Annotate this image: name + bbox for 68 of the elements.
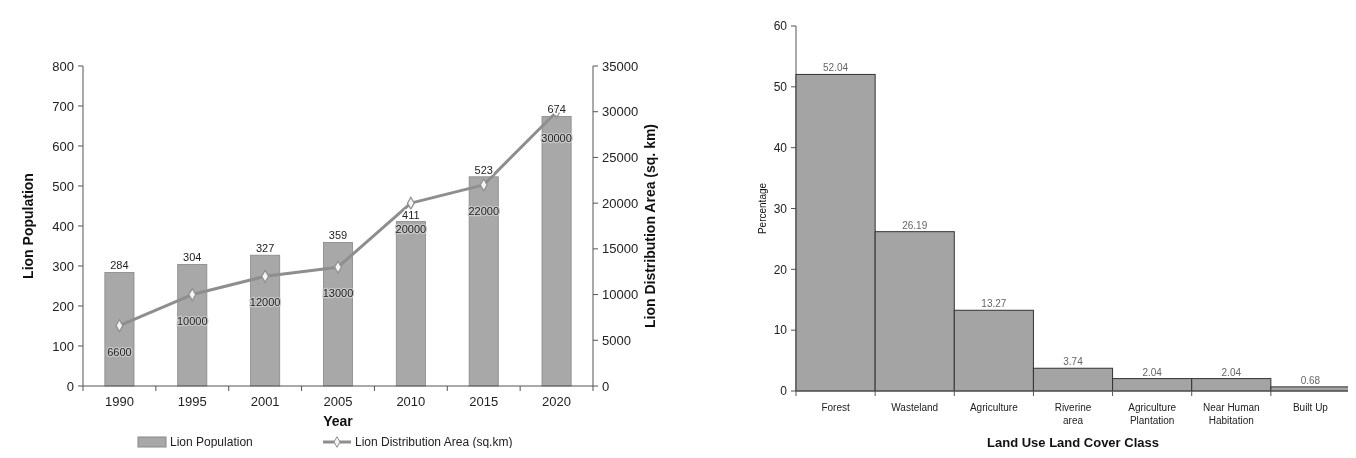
y2-tick-label: 35000 [602, 58, 639, 74]
legend-label: Lion Population [170, 435, 253, 450]
x-axis-title: Land Use Land Cover Class [987, 435, 1159, 450]
data-label: 20000 [395, 223, 427, 236]
y-tick-label: 40 [773, 140, 788, 155]
data-label: 2.04 [1142, 366, 1163, 378]
data-label: 284 [110, 259, 129, 272]
y2-tick-label: 30000 [602, 104, 639, 120]
x-tick-label: Near Human Habitation [1202, 402, 1260, 426]
y-tick-label: 10 [773, 323, 788, 338]
y2-tick-label: 25000 [602, 149, 639, 165]
y2-axis-title: Lion Distribution Area (sq. km) [642, 123, 658, 329]
y-tick-label: 200 [52, 298, 74, 314]
y2-tick-label: 10000 [602, 287, 639, 303]
data-label: 327 [255, 242, 275, 255]
x-tick-label: Agriculture Plantation [1128, 402, 1177, 426]
data-label: 2.04 [1221, 366, 1242, 378]
y-tick-label: 600 [52, 138, 74, 154]
x-tick-label: 2010 [396, 394, 426, 409]
bar [395, 221, 426, 387]
y-tick-label: 0 [66, 378, 74, 394]
data-label: 13000 [322, 287, 354, 300]
data-label: 0.68 [1300, 374, 1321, 386]
data-label: 6600 [107, 345, 132, 358]
x-tick-label: 2001 [250, 394, 280, 409]
x-tick-label: 2020 [542, 394, 572, 409]
data-label: 3.74 [1063, 356, 1084, 368]
x-tick-label: 2015 [469, 394, 499, 409]
x-tick-label: 1990 [104, 394, 134, 409]
x-tick-label: Forest [821, 402, 850, 413]
y2-tick-label: 5000 [602, 332, 631, 348]
x-tick-label: Agriculture [969, 402, 1019, 413]
data-label: 26.19 [902, 219, 928, 231]
y-tick-label: 50 [773, 80, 788, 95]
y-axis-title: Lion Population [20, 173, 36, 279]
data-label: 12000 [249, 296, 281, 309]
data-label: 304 [183, 251, 202, 264]
y-tick-label: 700 [52, 98, 74, 114]
x-tick-label: 1995 [177, 394, 207, 409]
x-tick-label: Built Up [1292, 402, 1329, 413]
data-label: 359 [328, 229, 348, 242]
y-tick-label: 500 [52, 178, 74, 194]
x-tick-label: Riverine area [1054, 402, 1092, 426]
y-tick-label: 400 [52, 218, 74, 234]
point [333, 260, 343, 274]
data-label: 22000 [468, 204, 500, 217]
y-tick-label: 800 [52, 58, 74, 74]
data-label: 30000 [541, 131, 572, 144]
y2-tick-label: 20000 [602, 195, 639, 211]
data-label: 13.27 [981, 298, 1007, 310]
data-label: 523 [474, 163, 493, 176]
data-label: 674 [547, 103, 566, 116]
y-tick-label: 20 [773, 262, 788, 277]
y-tick-label: 300 [52, 258, 74, 274]
y-tick-label: 60 [773, 19, 788, 34]
y2-tick-label: 15000 [602, 241, 639, 257]
y2-tick-label: 0 [602, 378, 610, 394]
x-tick-label: Wasteland [891, 402, 939, 413]
data-label: 10000 [176, 314, 208, 327]
y-tick-label: 100 [52, 338, 74, 354]
legend-label: Lion Distribution Area (sq.km) [355, 435, 513, 450]
x-tick-label: 2005 [323, 394, 353, 409]
data-label: 411 [402, 208, 420, 221]
x-axis-title: Year [323, 413, 354, 429]
y-tick-label: 30 [773, 201, 788, 216]
y-tick-label: 0 [780, 384, 788, 399]
data-label: 52.04 [823, 62, 849, 74]
y-axis-title: Percentage [757, 182, 768, 235]
